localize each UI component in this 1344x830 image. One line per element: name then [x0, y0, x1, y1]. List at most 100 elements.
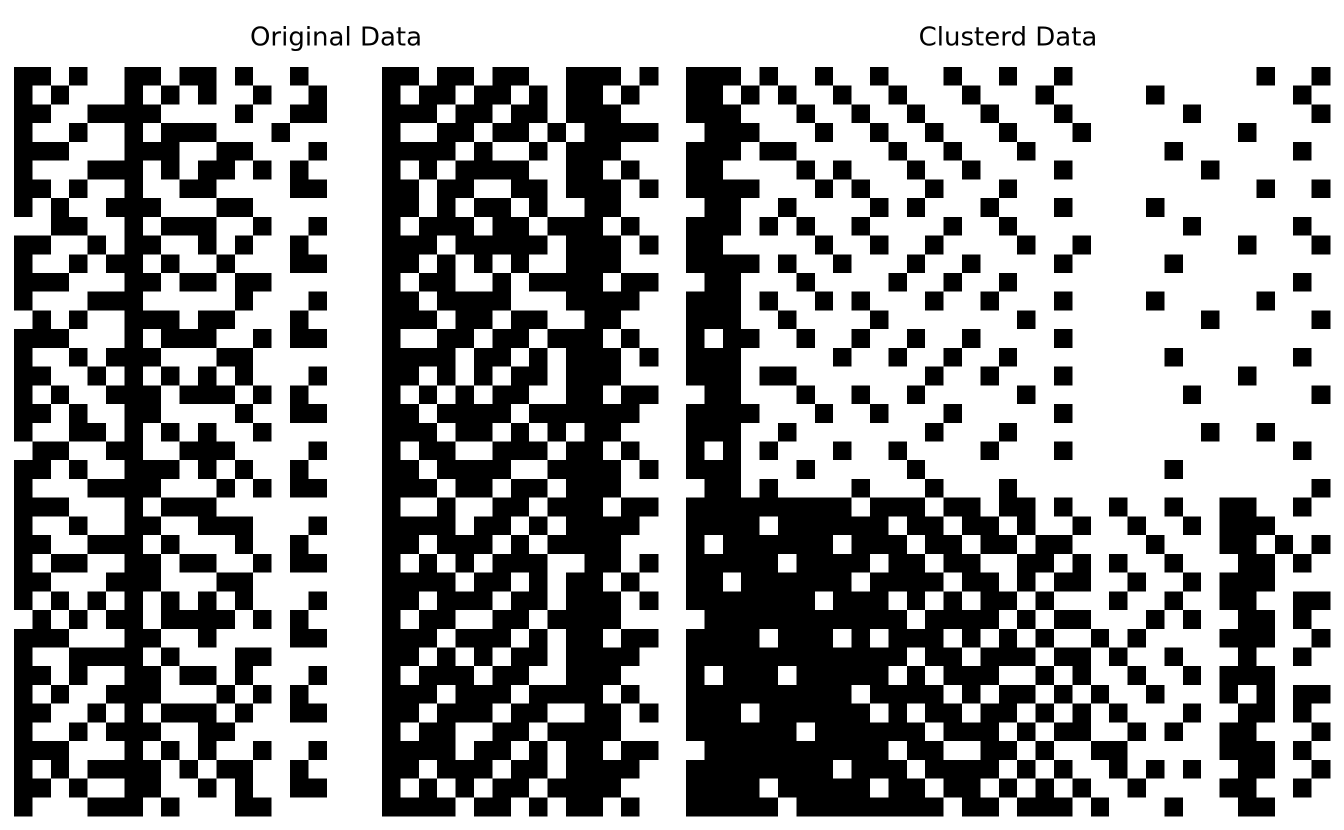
cell [363, 254, 383, 274]
cell [814, 722, 834, 742]
cell [161, 703, 181, 723]
cell [704, 385, 724, 405]
cell [639, 666, 659, 686]
cell [943, 535, 963, 555]
cell [925, 272, 945, 293]
cell [980, 422, 1000, 442]
cell [290, 179, 309, 199]
cell [1274, 67, 1294, 87]
cell [234, 666, 254, 686]
cell [566, 703, 585, 723]
cell [547, 366, 567, 386]
cell [925, 141, 945, 162]
cell [621, 366, 641, 386]
cell [14, 422, 33, 442]
cell [814, 404, 834, 424]
cell [492, 329, 512, 349]
cell [906, 535, 926, 555]
cell [69, 553, 89, 574]
cell [1219, 460, 1239, 480]
cell [234, 366, 254, 386]
cell [14, 291, 33, 311]
cell [179, 797, 199, 817]
cell [106, 385, 125, 405]
cell [584, 160, 604, 180]
cell [106, 67, 125, 87]
cell [400, 85, 420, 105]
cell [998, 104, 1018, 124]
cell [759, 141, 779, 162]
cell [833, 85, 853, 105]
cell [492, 160, 512, 180]
cell [962, 553, 981, 574]
cell [741, 797, 761, 817]
cell [722, 404, 742, 424]
cell [1035, 198, 1055, 218]
cell [1201, 104, 1221, 124]
cell [32, 179, 52, 199]
cell [602, 441, 622, 461]
cell [161, 572, 181, 592]
cell [1182, 216, 1202, 237]
cell [870, 422, 889, 442]
cell [492, 703, 512, 723]
cell [382, 254, 401, 274]
cell [161, 460, 181, 480]
cell [161, 516, 181, 536]
cell [851, 535, 871, 555]
cell [584, 235, 604, 255]
cell [1238, 759, 1257, 780]
cell [400, 385, 420, 405]
cell [906, 272, 926, 293]
cell [234, 535, 254, 555]
cell [142, 478, 162, 499]
cell [69, 516, 89, 536]
cell [308, 422, 328, 442]
cell [290, 291, 309, 311]
cell [400, 441, 420, 461]
cell [1274, 385, 1294, 405]
chart-title: Original Data [250, 23, 422, 53]
cell [980, 254, 1000, 274]
cell [759, 666, 779, 686]
cell [547, 591, 567, 611]
cell [50, 160, 70, 180]
cell [1274, 460, 1294, 480]
cell [1072, 179, 1092, 199]
cell [1146, 160, 1165, 180]
cell [980, 291, 1000, 311]
cell [1311, 347, 1331, 368]
cell [796, 160, 816, 180]
cell [510, 497, 530, 517]
cell [216, 123, 236, 143]
cell [925, 759, 945, 780]
cell [1238, 703, 1257, 723]
cell [326, 666, 346, 686]
cell [602, 722, 622, 742]
cell [602, 235, 622, 255]
cell [69, 272, 89, 293]
cell [704, 104, 724, 124]
cell [722, 797, 742, 817]
cell [1311, 179, 1331, 199]
cell [741, 703, 761, 723]
cell [998, 291, 1018, 311]
cell [1238, 216, 1257, 237]
cell [704, 179, 724, 199]
cell [308, 404, 328, 424]
cell [32, 141, 52, 162]
cell [1035, 497, 1055, 517]
cell [253, 666, 273, 686]
cell [529, 254, 549, 274]
cell [32, 404, 52, 424]
cell [1182, 684, 1202, 705]
cell [400, 123, 420, 143]
cell [906, 235, 926, 255]
cell [179, 441, 199, 461]
cell [179, 104, 199, 124]
cell [363, 591, 383, 611]
cell [584, 216, 604, 237]
cell [1090, 497, 1110, 517]
cell [621, 460, 641, 480]
cell [1274, 123, 1294, 143]
